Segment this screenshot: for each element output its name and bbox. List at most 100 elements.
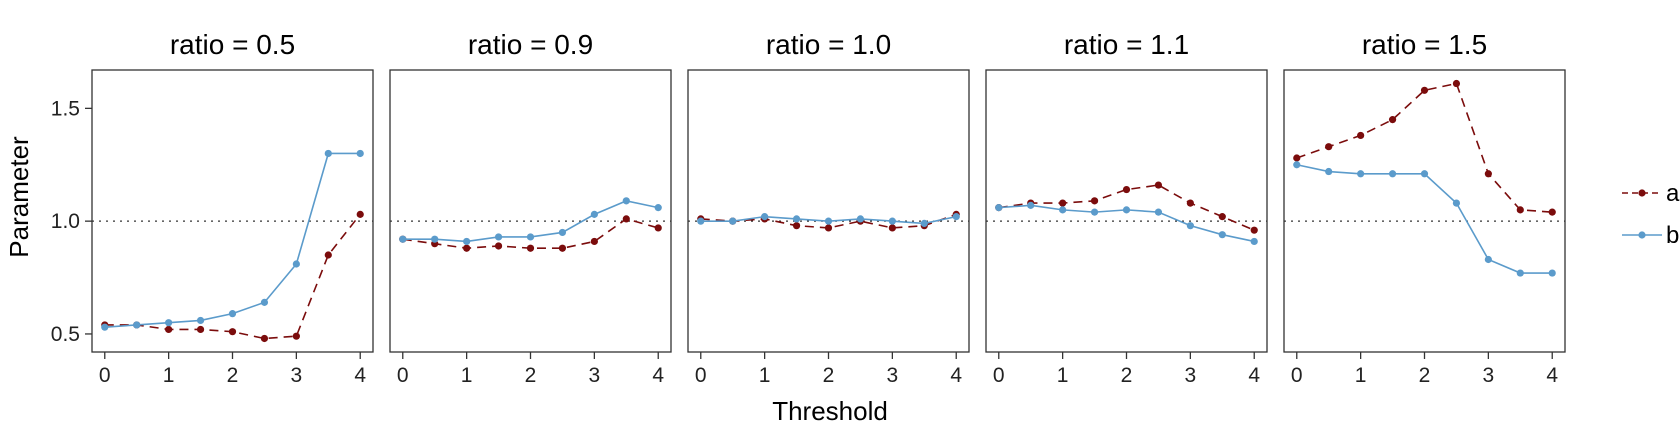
data-point-b [1516, 269, 1524, 277]
data-point-a [824, 224, 833, 232]
data-point-b [1325, 167, 1333, 176]
x-tick-label: 4 [950, 364, 962, 387]
data-point-b [590, 210, 598, 218]
data-point-a [1250, 226, 1258, 234]
x-tick-label: 2 [1419, 364, 1431, 387]
x-tick-label: 4 [354, 364, 366, 387]
data-point-b [697, 217, 705, 225]
data-point-b [729, 217, 737, 225]
series-line-a [1296, 82, 1553, 213]
data-point-b [761, 213, 769, 221]
x-tick-label: 3 [1483, 364, 1495, 387]
data-point-a [558, 244, 567, 252]
data-point-b [399, 235, 407, 243]
legend-label-a: a [1666, 180, 1680, 207]
data-point-b [1218, 231, 1226, 239]
data-point-a [494, 242, 503, 250]
series-line-a [104, 213, 361, 340]
legend-key-point [1638, 231, 1646, 239]
data-point-b [952, 213, 960, 221]
data-point-b [1293, 161, 1301, 169]
facet-title: ratio = 0.5 [170, 29, 295, 60]
data-point-b [1090, 208, 1099, 216]
data-point-b [888, 217, 896, 225]
data-point-b [1250, 237, 1258, 246]
data-point-a [1059, 199, 1067, 207]
data-point-b [1154, 208, 1163, 216]
x-tick-label: 4 [652, 364, 664, 387]
data-point-b [228, 310, 237, 318]
x-tick-label: 2 [823, 364, 835, 387]
data-point-b [995, 204, 1003, 212]
x-tick-label: 2 [227, 364, 239, 387]
legend: ab [1622, 180, 1680, 249]
data-point-a [292, 332, 300, 340]
data-point-b [1484, 255, 1492, 264]
data-point-a [792, 222, 801, 230]
x-tick-label: 0 [993, 364, 1005, 387]
data-point-a [1218, 213, 1226, 221]
data-point-b [1357, 170, 1365, 178]
data-point-b [1388, 170, 1397, 178]
legend-key-point [1638, 189, 1646, 197]
data-point-a [356, 210, 364, 218]
x-tick-label: 2 [1121, 364, 1133, 387]
data-point-a [1325, 143, 1333, 151]
facet-title: ratio = 1.1 [1064, 29, 1189, 60]
data-point-a [196, 325, 205, 334]
data-point-a [1452, 79, 1461, 88]
series-line-b [1296, 163, 1553, 274]
x-tick-label: 0 [1291, 364, 1303, 387]
data-point-b [1059, 206, 1067, 214]
x-tick-label: 1 [1057, 364, 1069, 387]
data-point-a [1154, 181, 1163, 189]
data-point-b [196, 316, 205, 325]
data-point-a [1484, 170, 1492, 178]
data-point-a [1548, 208, 1556, 216]
data-point-a [1186, 199, 1194, 207]
data-point-a [463, 244, 471, 252]
data-point-a [654, 224, 662, 232]
facet-panel: ratio = 0.9 0 1 2 3 4 [389, 29, 672, 387]
data-point-b [1420, 170, 1429, 178]
x-tick-label: 1 [163, 364, 175, 387]
data-point-b [558, 228, 567, 237]
x-tick-label: 3 [1185, 364, 1197, 387]
data-point-a [324, 251, 332, 259]
data-point-a [590, 237, 598, 246]
data-point-b [1548, 269, 1556, 277]
data-point-b [494, 233, 503, 241]
data-point-a [1090, 197, 1099, 205]
data-point-b [526, 233, 535, 241]
x-tick-label: 1 [759, 364, 771, 387]
panel-frame [91, 69, 374, 353]
data-point-a [228, 328, 237, 336]
data-point-a [1516, 206, 1524, 214]
data-point-a [526, 244, 535, 252]
y-tick-label: 1.5 [51, 97, 80, 120]
data-point-a [888, 224, 896, 232]
data-point-b [133, 321, 141, 329]
data-point-b [1186, 222, 1194, 230]
data-point-a [1293, 154, 1301, 162]
data-point-b [920, 219, 928, 228]
data-point-a [1122, 185, 1131, 194]
x-tick-label: 1 [1355, 364, 1367, 387]
x-tick-label: 0 [695, 364, 707, 387]
data-point-b [856, 215, 865, 223]
data-point-b [824, 217, 833, 225]
x-tick-label: 3 [291, 364, 303, 387]
data-point-b [165, 319, 173, 327]
data-point-a [622, 215, 630, 223]
legend-label-b: b [1666, 222, 1679, 249]
y-axis-title: Parameter [4, 136, 34, 258]
facet-panel: ratio = 1.0 0 1 2 3 4 [687, 29, 970, 387]
data-point-b [292, 260, 300, 268]
data-point-a [1357, 131, 1365, 140]
x-tick-label: 3 [887, 364, 899, 387]
data-point-b [1122, 206, 1131, 214]
facet-panels: ratio = 0.5 0 1 2 3 4 0.5 1.0 1.5 ratio = 0.9 0 1 2 3… [51, 29, 1566, 387]
x-tick-label: 3 [589, 364, 601, 387]
x-tick-label: 2 [525, 364, 537, 387]
